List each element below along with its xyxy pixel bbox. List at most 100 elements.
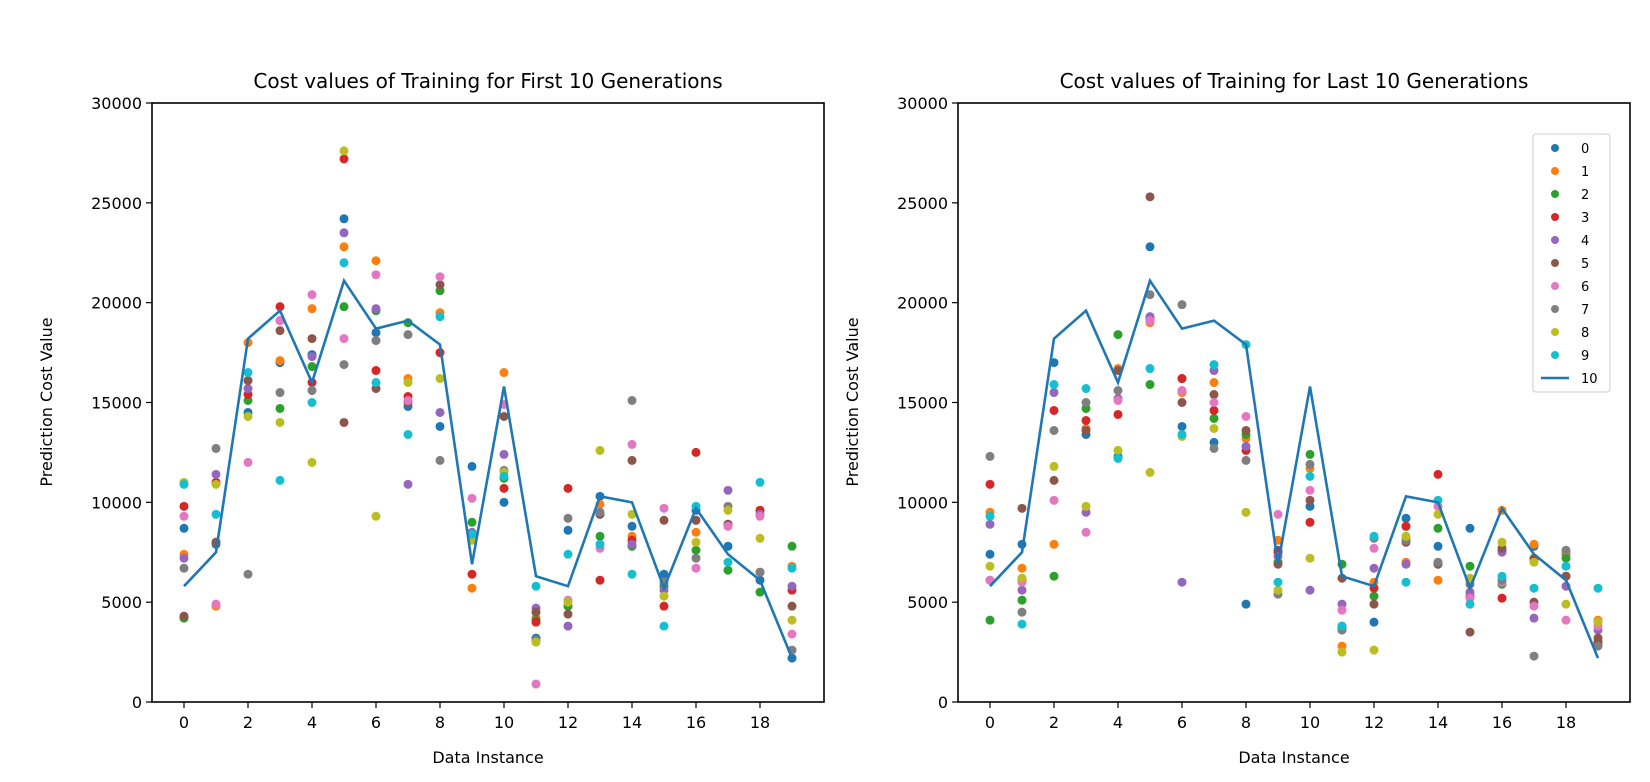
data-point-series-6 [755,511,765,521]
data-point-series-8 [371,511,381,521]
data-point-series-8 [435,374,445,384]
y-tick-label: 0 [938,693,948,712]
data-point-series-2 [1433,523,1443,533]
data-point-series-5 [1305,495,1315,505]
data-point-series-4 [339,228,349,238]
legend-marker-5 [1551,259,1559,267]
data-point-series-6 [307,290,317,300]
data-point-series-7 [1529,651,1539,661]
data-point-series-4 [499,449,509,459]
axes-frame [957,102,1631,703]
x-tick-label: 16 [686,713,706,732]
x-tick-label: 8 [435,713,445,732]
data-point-series-2 [275,403,285,413]
data-point-series-5 [1017,503,1027,513]
data-point-series-5 [1593,633,1603,643]
data-point-series-9 [1593,583,1603,593]
legend-marker-8 [1551,328,1559,336]
legend-marker-6 [1551,282,1559,290]
data-point-series-0 [1433,541,1443,551]
legend-label: 0 [1581,142,1589,157]
data-point-series-8 [1497,537,1507,547]
data-point-series-4 [627,539,637,549]
data-point-series-3 [563,483,573,493]
data-point-series-0 [1177,421,1187,431]
data-point-series-9 [1561,561,1571,571]
data-point-series-1 [1017,563,1027,573]
data-point-series-2 [755,587,765,597]
data-point-series-6 [1049,495,1059,505]
x-axis-label: Data Instance [432,748,543,767]
data-point-series-6 [1081,527,1091,537]
data-point-series-6 [467,493,477,503]
data-point-series-6 [1209,398,1219,407]
data-point-series-5 [531,607,541,617]
data-point-series-9 [1177,429,1187,439]
data-point-series-7 [595,507,605,517]
data-point-series-6 [1529,601,1539,611]
data-point-series-4 [985,519,995,529]
data-point-series-9 [371,378,381,388]
y-tick-label: 20000 [91,294,142,313]
y-tick-label: 15000 [897,394,948,413]
data-point-series-4 [179,553,189,563]
data-point-series-5 [659,515,669,525]
data-point-series-6 [243,457,253,467]
data-point-series-4 [1017,585,1027,595]
y-tick-label: 25000 [91,194,142,213]
data-point-series-7 [1433,557,1443,567]
data-point-series-9 [1049,380,1059,390]
data-point-series-1 [467,583,477,593]
data-point-series-9 [1273,577,1283,587]
data-point-series-5 [691,515,701,525]
data-point-series-4 [1177,577,1187,587]
data-point-series-9 [339,258,349,268]
data-point-series-4 [563,621,573,631]
data-point-series-5 [1465,627,1475,637]
data-point-series-5 [435,280,445,290]
data-point-series-9 [985,511,995,521]
data-point-series-7 [243,569,253,579]
data-point-series-5 [339,417,349,427]
data-point-series-3 [1209,405,1219,415]
data-point-series-9 [1369,531,1379,541]
legend-label: 1 [1581,165,1589,180]
data-point-series-1 [499,368,509,378]
data-point-series-0 [1465,523,1475,533]
legend-label: 4 [1581,234,1589,249]
data-point-series-0 [563,525,573,535]
x-tick-label: 18 [1556,713,1576,732]
data-point-series-3 [691,447,701,457]
data-point-series-7 [1561,545,1571,555]
data-point-series-8 [1305,553,1315,563]
data-point-series-7 [403,330,413,340]
data-point-series-5 [1049,475,1059,485]
data-point-series-2 [1209,413,1219,423]
data-point-series-3 [1177,374,1187,384]
data-point-series-2 [787,541,797,551]
legend-marker-0 [1551,144,1559,152]
data-point-series-6 [627,439,637,449]
data-point-series-9 [275,475,285,485]
data-point-series-7 [307,386,317,396]
data-point-series-3 [1433,469,1443,479]
data-point-series-2 [339,302,349,312]
data-point-series-9 [1529,583,1539,593]
data-point-series-5 [499,411,509,421]
data-point-series-3 [595,575,605,585]
data-point-series-8 [755,533,765,543]
data-point-series-4 [1529,613,1539,623]
data-point-series-8 [243,411,253,421]
data-point-series-9 [435,312,445,322]
data-point-series-8 [1401,531,1411,541]
data-point-series-4 [1049,388,1059,398]
data-point-series-6 [691,563,701,573]
data-point-series-9 [403,429,413,439]
data-point-series-9 [563,549,573,559]
data-point-series-9 [179,479,189,489]
data-point-series-8 [1369,645,1379,655]
data-point-series-3 [1305,517,1315,527]
data-point-series-8 [1145,467,1155,477]
data-point-series-6 [1273,509,1283,519]
data-point-series-3 [1081,415,1091,425]
